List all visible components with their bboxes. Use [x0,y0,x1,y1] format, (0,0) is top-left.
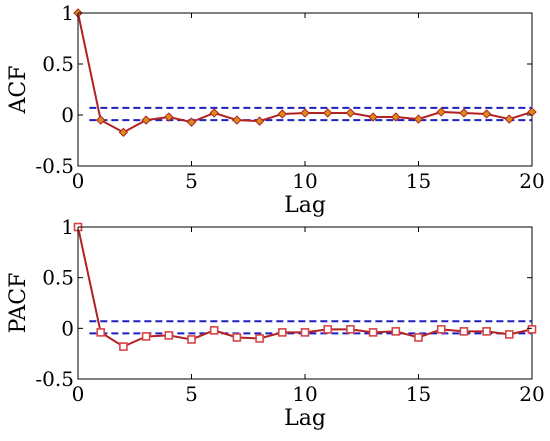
pacf-point [323,325,333,334]
pacf-ytick-label: 1 [61,215,74,239]
acf-point [459,108,469,118]
acf-point [300,108,310,118]
acf-point [209,108,219,118]
acf-xtick-label: 0 [72,169,85,193]
acf-axes [77,12,533,167]
acf-xtick-label: 5 [185,169,198,193]
acf-axes-box [77,12,533,167]
acf-point [527,107,537,117]
acf-point [164,112,174,122]
pacf-point [255,334,264,343]
pacf-point [141,332,151,341]
acf-point [254,116,265,126]
acf-ytick-label: 0 [61,103,74,127]
pacf-point [187,335,196,344]
pacf-point [527,325,537,334]
acf-chart: 0 5 10 15 20-0.500.51 Lag ACF [6,1,545,218]
pacf-point [346,325,355,334]
acf-point [391,112,401,122]
pacf-point [164,331,174,340]
pacf-point [96,328,105,337]
acf-xlabel: Lag [284,193,326,218]
pacf-point [119,342,128,351]
pacf-xtick-label: 0 [72,382,85,406]
pacf-point [459,327,469,336]
pacf-chart: 0 5 10 15 20-0.500.51 Lag PACF [6,215,545,431]
acf-xtick-label: 10 [292,169,317,193]
acf-point [345,108,356,118]
acf-ytick-label: -0.5 [35,154,74,178]
acf-ytick-label: 0.5 [42,52,74,76]
pacf-ytick-label: 0.5 [42,266,74,290]
acf-point [481,109,492,119]
acf-point [95,115,106,125]
pacf-point [414,333,423,342]
acf-point [322,108,333,118]
pacf-xtick-label: 5 [185,382,198,406]
acf-point [186,117,197,127]
acf-series [73,8,537,138]
pacf-bounds [89,320,532,335]
pacf-xtick-label: 20 [519,382,544,406]
pacf-ticks: 0 5 10 15 20-0.500.51 [35,215,544,406]
pacf-axes-box [77,226,533,380]
acf-point [141,115,151,125]
pacf-point [277,328,287,337]
acf-point [277,109,288,119]
pacf-point [368,328,378,337]
pacf-xtick-label: 15 [406,382,431,406]
pacf-point [391,327,401,336]
acf-xtick-label: 20 [519,169,544,193]
acf-ticks: 0 5 10 15 20-0.500.51 [35,1,544,193]
pacf-point [209,326,219,335]
acf-ylabel: ACF [6,66,31,115]
acf-point [368,112,378,122]
pacf-point [482,327,491,336]
pacf-xtick-label: 10 [292,382,317,406]
pacf-series [73,222,537,351]
acf-point [436,107,446,117]
acf-ytick-label: 1 [61,1,74,25]
acf-point [504,114,515,124]
pacf-ylabel: PACF [6,273,31,334]
acf-bounds [89,106,532,122]
pacf-xlabel: Lag [284,406,326,431]
pacf-ytick-label: 0 [61,316,74,340]
acf-xtick-label: 15 [406,169,431,193]
pacf-axes [77,226,533,380]
pacf-ytick-label: -0.5 [35,367,74,391]
acf-point [413,114,424,124]
acf-point [118,127,129,138]
pacf-point [436,325,446,334]
acf-point [232,115,242,125]
pacf-point [504,330,514,339]
pacf-point [232,333,242,342]
pacf-point [300,328,310,337]
